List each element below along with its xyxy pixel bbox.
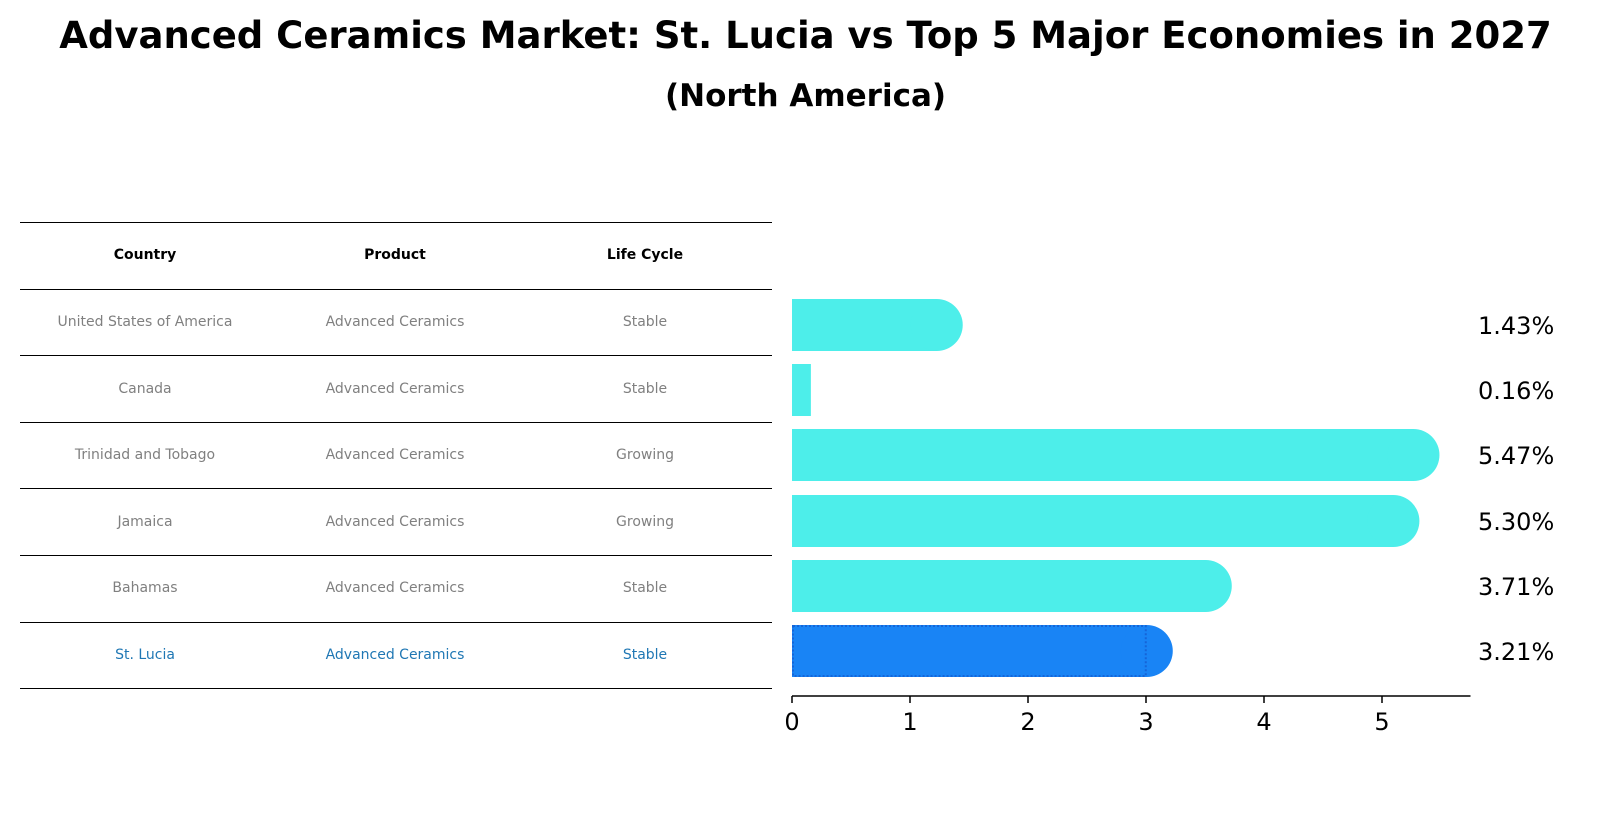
- bar-value-label: 0.16%: [1478, 377, 1554, 405]
- table-cell: Bahamas: [112, 580, 178, 597]
- table-header-cell: Product: [364, 247, 426, 264]
- x-tick-label: 5: [1374, 708, 1389, 736]
- x-tick-label: 1: [902, 708, 917, 736]
- bar-cap: [1387, 429, 1440, 481]
- bar: [792, 560, 1206, 612]
- table-rule: [20, 288, 772, 290]
- bar-value-label: 5.30%: [1478, 508, 1554, 536]
- bar: [792, 495, 1394, 547]
- chart-subtitle: (North America): [664, 78, 947, 114]
- bar-cap: [1179, 560, 1232, 612]
- x-tick-label: 0: [784, 708, 799, 736]
- table-cell: Stable: [622, 646, 668, 663]
- table-rule: [20, 222, 772, 223]
- table-cell: Trinidad and Tobago: [74, 447, 216, 464]
- table-rule: [20, 555, 772, 556]
- table-header-cell: Life Cycle: [606, 247, 684, 264]
- table-cell: United States of America: [57, 313, 233, 330]
- table-cell: Jamaica: [117, 513, 173, 530]
- bar-value-label: 3.71%: [1478, 573, 1554, 601]
- table-cell: Stable: [622, 580, 668, 597]
- table-cell: Advanced Ceramics: [325, 646, 465, 663]
- table-cell: Growing: [616, 447, 674, 464]
- bar-value-label: 5.47%: [1478, 442, 1554, 470]
- bar-cap: [1367, 495, 1420, 547]
- table-cell: Advanced Ceramics: [325, 513, 465, 530]
- table-cell: Stable: [622, 380, 668, 397]
- bar-value-label: 3.21%: [1478, 638, 1554, 666]
- table-cell: Growing: [616, 513, 674, 530]
- table-rule: [20, 421, 772, 423]
- table-cell: Advanced Ceramics: [325, 313, 465, 330]
- bar: [792, 625, 1147, 677]
- table-header-cell: Country: [113, 247, 177, 264]
- x-tick-label: 4: [1256, 708, 1271, 736]
- table-cell: Advanced Ceramics: [325, 380, 465, 397]
- table-rule: [20, 621, 772, 623]
- table-rule: [20, 355, 772, 357]
- x-tick-label: 2: [1020, 708, 1035, 736]
- bar: [792, 364, 811, 416]
- table-cell: Canada: [118, 380, 172, 397]
- bar-outline: [792, 625, 1147, 677]
- x-tick-label: 3: [1138, 708, 1153, 736]
- table-rule: [20, 688, 772, 690]
- table-cell: Advanced Ceramics: [325, 447, 465, 464]
- chart-title: Advanced Ceramics Market: St. Lucia vs T…: [59, 14, 1552, 57]
- table-cell: Advanced Ceramics: [325, 580, 465, 597]
- table-rule: [20, 488, 772, 490]
- bar: [792, 429, 1414, 481]
- table-cell: Stable: [622, 313, 668, 330]
- bar-cap: [910, 299, 963, 351]
- bar-value-label: 1.43%: [1478, 312, 1554, 340]
- table-cell: St. Lucia: [115, 646, 175, 663]
